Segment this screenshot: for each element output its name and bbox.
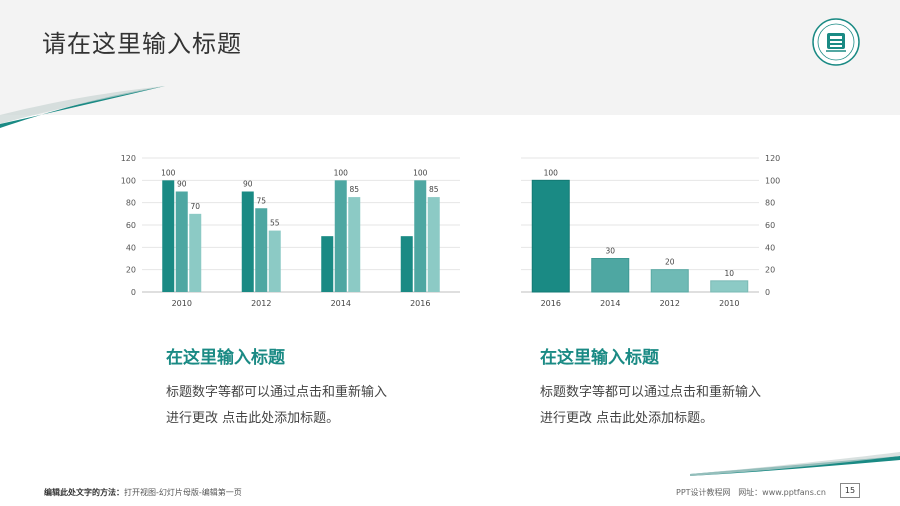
- footer-hint-bold: 编辑此处文字的方法：: [44, 488, 124, 497]
- y-tick-label: 40: [765, 243, 775, 252]
- y-tick-label: 80: [765, 199, 775, 208]
- block-right-line1: 标题数字等都可以通过点击和重新输入: [540, 385, 762, 400]
- data-label: 55: [270, 219, 280, 228]
- bar: [710, 280, 749, 293]
- data-label: 70: [190, 202, 200, 211]
- bar: [414, 180, 427, 292]
- data-label: 85: [429, 185, 439, 194]
- footer-site-label: PPT设计教程网: [676, 488, 731, 497]
- data-label: 100: [334, 168, 349, 177]
- bar: [268, 230, 281, 292]
- bar: [162, 180, 175, 292]
- bar: [175, 191, 188, 292]
- data-label: 100: [161, 168, 176, 177]
- x-tick-label: 2014: [331, 299, 351, 308]
- x-tick-label: 2016: [541, 299, 561, 308]
- block-left-line1: 标题数字等都可以通过点击和重新输入: [166, 385, 388, 400]
- data-label: 30: [605, 247, 615, 256]
- block-right-line2: 进行更改 点击此处添加标题。: [540, 411, 714, 426]
- y-tick-label: 20: [126, 266, 136, 275]
- x-tick-label: 2014: [600, 299, 620, 308]
- bar: [400, 236, 413, 292]
- block-left-line2: 进行更改 点击此处添加标题。: [166, 411, 340, 426]
- data-label: 20: [665, 258, 675, 267]
- block-right-body: 标题数字等都可以通过点击和重新输入 进行更改 点击此处添加标题。: [540, 380, 800, 432]
- y-tick-label: 80: [126, 199, 136, 208]
- bar: [348, 197, 361, 292]
- y-tick-label: 100: [121, 176, 136, 185]
- data-label: 90: [177, 180, 187, 189]
- data-label: 100: [544, 168, 559, 177]
- bar: [427, 197, 440, 292]
- y-tick-label: 0: [131, 288, 136, 297]
- page-number: 15: [840, 483, 860, 498]
- footer-hint: 编辑此处文字的方法：打开视图-幻灯片母版-编辑第一页: [44, 487, 242, 498]
- footer-hint-rest: 打开视图-幻灯片母版-编辑第一页: [124, 488, 242, 497]
- y-tick-label: 20: [765, 266, 775, 275]
- x-tick-label: 2012: [660, 299, 680, 308]
- x-tick-label: 2016: [410, 299, 430, 308]
- data-label: 85: [349, 185, 359, 194]
- bar: [255, 208, 268, 292]
- y-tick-label: 60: [765, 221, 775, 230]
- x-tick-label: 2010: [172, 299, 192, 308]
- bar: [321, 236, 334, 292]
- bar: [334, 180, 347, 292]
- block-left-title: 在这里输入标题: [166, 348, 285, 368]
- bar: [650, 269, 689, 293]
- footer-site: PPT设计教程网 网址：www.pptfans.cn: [676, 487, 826, 498]
- y-tick-label: 60: [126, 221, 136, 230]
- header-band: [0, 0, 900, 115]
- university-seal-icon: [812, 18, 860, 66]
- y-tick-label: 120: [765, 154, 780, 163]
- bar: [241, 191, 254, 292]
- x-tick-label: 2012: [251, 299, 271, 308]
- y-tick-label: 100: [765, 176, 780, 185]
- y-tick-label: 0: [765, 288, 770, 297]
- bar: [531, 179, 570, 293]
- block-left-body: 标题数字等都可以通过点击和重新输入 进行更改 点击此处添加标题。: [166, 380, 426, 432]
- y-tick-label: 40: [126, 243, 136, 252]
- page-title: 请在这里输入标题: [42, 30, 242, 58]
- bar: [591, 258, 630, 293]
- footer-url[interactable]: 网址：www.pptfans.cn: [738, 488, 826, 497]
- block-right-title: 在这里输入标题: [540, 348, 659, 368]
- data-label: 100: [413, 168, 428, 177]
- data-label: 90: [243, 180, 253, 189]
- data-label: 10: [724, 269, 734, 278]
- data-label: 75: [256, 196, 266, 205]
- x-tick-label: 2010: [719, 299, 739, 308]
- bar: [189, 213, 202, 292]
- y-tick-label: 120: [121, 154, 136, 163]
